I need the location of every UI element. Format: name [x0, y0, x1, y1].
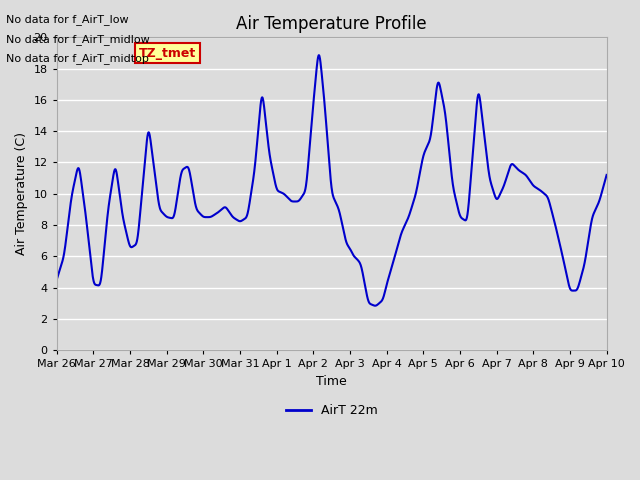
Text: No data for f_AirT_midlow: No data for f_AirT_midlow — [6, 34, 150, 45]
Title: Air Temperature Profile: Air Temperature Profile — [236, 15, 427, 33]
Legend: AirT 22m: AirT 22m — [281, 399, 383, 422]
X-axis label: Time: Time — [316, 374, 347, 388]
Text: No data for f_AirT_low: No data for f_AirT_low — [6, 14, 129, 25]
Text: TZ_tmet: TZ_tmet — [139, 47, 196, 60]
Y-axis label: Air Temperature (C): Air Temperature (C) — [15, 132, 28, 255]
Text: No data for f_AirT_midtop: No data for f_AirT_midtop — [6, 53, 149, 64]
